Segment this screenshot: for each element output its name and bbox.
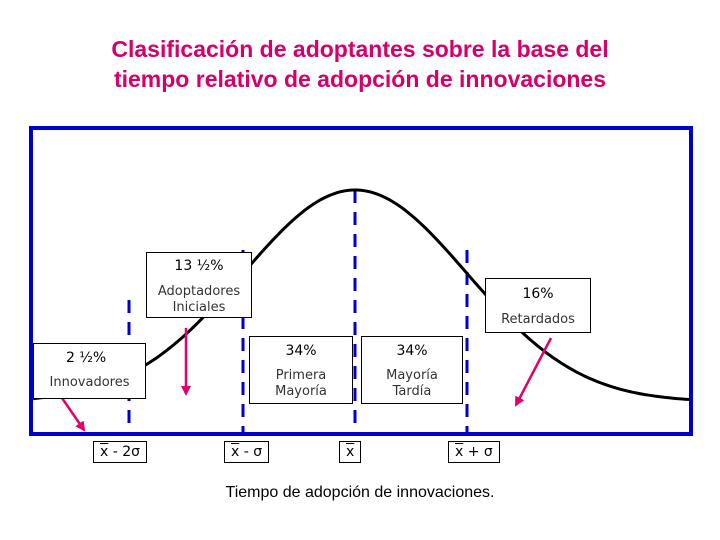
mayoria-tardia-label-2: Tardía (392, 384, 432, 399)
diagram-title: Clasificación de adoptantes sobre la bas… (0, 34, 720, 94)
tick-minus-sigma: x - σ (224, 441, 270, 463)
mean-symbol: x (455, 444, 464, 460)
category-arrows (60, 328, 553, 432)
plot-frame (29, 126, 693, 436)
tick-minus-two-sigma-suffix: - 2σ (108, 444, 141, 460)
arrow-innovadores (60, 397, 86, 432)
innovadores-label: Innovadores (49, 375, 130, 390)
mean-symbol: x (100, 444, 109, 460)
mayoria-tardia-percent: 34% (396, 343, 428, 359)
innovadores-percent: 2 ½% (66, 350, 107, 366)
title-line-1: Clasificación de adoptantes sobre la bas… (111, 36, 609, 62)
title-line-2: tiempo relativo de adopción de innovacio… (113, 66, 607, 92)
adoptadores-iniciales-label-2: Iniciales (172, 300, 226, 315)
primera-mayoria-box: 34% Primera Mayoría (249, 336, 353, 404)
primera-mayoria-percent: 34% (285, 343, 317, 359)
tick-plus-sigma: x + σ (448, 441, 500, 463)
primera-mayoria-label-2: Mayoría (275, 384, 327, 399)
retardados-box: 16% Retardados (485, 278, 591, 333)
mean-symbol: x (346, 444, 355, 460)
retardados-percent: 16% (522, 286, 554, 302)
innovadores-box: 2 ½% Innovadores (33, 343, 146, 399)
x-axis-label: Tiempo de adopción de innovaciones. (225, 484, 495, 501)
primera-mayoria-label-1: Primera (275, 368, 327, 383)
adoptadores-iniciales-box: 13 ½% Adoptadores Iniciales (146, 252, 252, 318)
tick-minus-two-sigma: x - 2σ (93, 441, 148, 463)
tick-minus-sigma-suffix: - σ (239, 444, 263, 460)
adoptadores-iniciales-label-1: Adoptadores (157, 284, 241, 299)
tick-mean: x (339, 441, 362, 463)
arrow-retardados (514, 337, 553, 407)
tick-plus-sigma-suffix: + σ (463, 444, 493, 460)
mayoria-tardia-label-1: Mayoría (386, 368, 438, 383)
mean-symbol: x (231, 444, 240, 460)
mayoria-tardia-box: 34% Mayoría Tardía (361, 336, 463, 404)
retardados-label: Retardados (501, 312, 575, 327)
adoptadores-iniciales-percent: 13 ½% (174, 258, 224, 274)
